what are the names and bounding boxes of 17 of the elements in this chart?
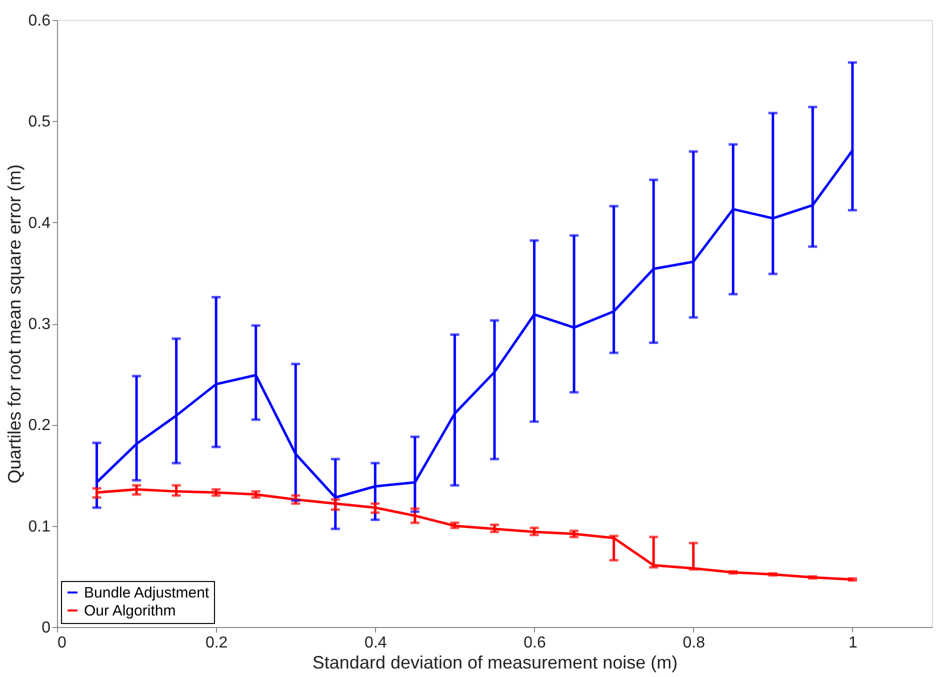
x-tick-label: 1 [848,634,858,652]
x-tick-label: 0.8 [682,634,706,652]
y-axis-title: Quartiles for root mean square error (m) [4,164,24,484]
x-tick-label: 0 [58,634,66,652]
x-axis-title: Standard deviation of measurement noise (m) [312,652,678,672]
y-tick-label: 0.2 [28,417,51,434]
legend-label: Bundle Adjustment [84,584,210,602]
legend-label: Our Algorithm [84,602,176,620]
y-tick-label: 0.6 [28,12,51,30]
y-tick-label: 0.1 [28,518,51,536]
y-tick-label: 0.4 [28,214,51,232]
y-tick-label: 0.5 [28,114,51,131]
y-tick-label: 0.3 [28,316,51,333]
x-tick-label: 0.2 [205,634,228,652]
x-tick-label: 0.4 [364,634,387,652]
x-tick-label: 0.6 [524,634,546,652]
y-tick-label: 0 [42,620,51,636]
